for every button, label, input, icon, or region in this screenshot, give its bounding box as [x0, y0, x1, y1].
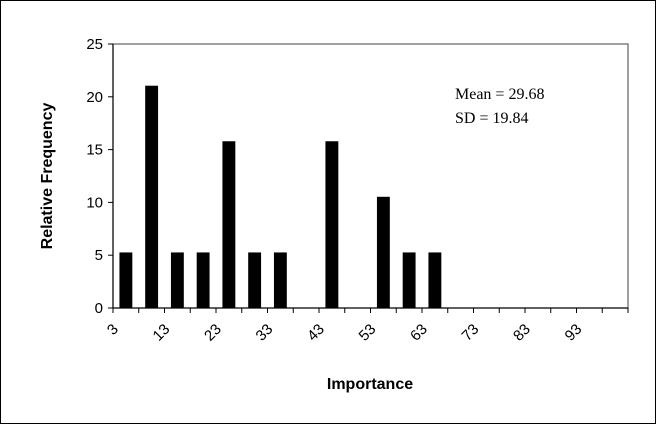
x-tick-label: 93	[562, 321, 586, 345]
x-tick-label: 3	[104, 321, 122, 339]
mean-annotation: Mean = 29.68	[455, 86, 544, 103]
bars-group	[119, 85, 442, 309]
bar-18	[196, 252, 210, 308]
bar-33	[273, 252, 287, 308]
bar-13	[170, 252, 184, 308]
y-axis: 0 5 10 15 20 25	[86, 36, 114, 317]
x-tick-label: 73	[459, 321, 483, 345]
bar-23	[222, 141, 236, 308]
bar-43	[325, 141, 339, 308]
bar-53	[376, 196, 390, 308]
y-axis-label: Relative Frequency	[39, 103, 56, 250]
y-tick-label: 0	[95, 300, 103, 317]
bar-28	[248, 252, 262, 308]
y-tick-label: 25	[86, 36, 103, 53]
y-tick-label: 20	[86, 89, 103, 106]
x-tick-label: 33	[253, 321, 277, 345]
x-axis-label: Importance	[327, 376, 413, 393]
bar-3	[119, 252, 133, 308]
y-tick-label: 10	[86, 194, 103, 211]
x-axis: 3 13 23 33 43 53 63 73 83 93	[104, 307, 629, 345]
x-tick-label: 83	[510, 321, 534, 345]
sd-annotation: SD = 19.84	[455, 110, 528, 127]
bar-63	[428, 252, 442, 308]
x-tick-label: 43	[304, 321, 328, 345]
x-tick-label: 13	[150, 321, 174, 345]
x-tick-label: 53	[356, 321, 380, 345]
x-tick-label: 23	[201, 321, 225, 345]
plot-area	[112, 43, 629, 309]
y-tick-label: 15	[86, 142, 103, 159]
x-tick-label: 63	[407, 321, 431, 345]
bar-8	[145, 85, 159, 309]
y-tick-label: 5	[95, 247, 103, 264]
bar-58	[402, 252, 416, 308]
